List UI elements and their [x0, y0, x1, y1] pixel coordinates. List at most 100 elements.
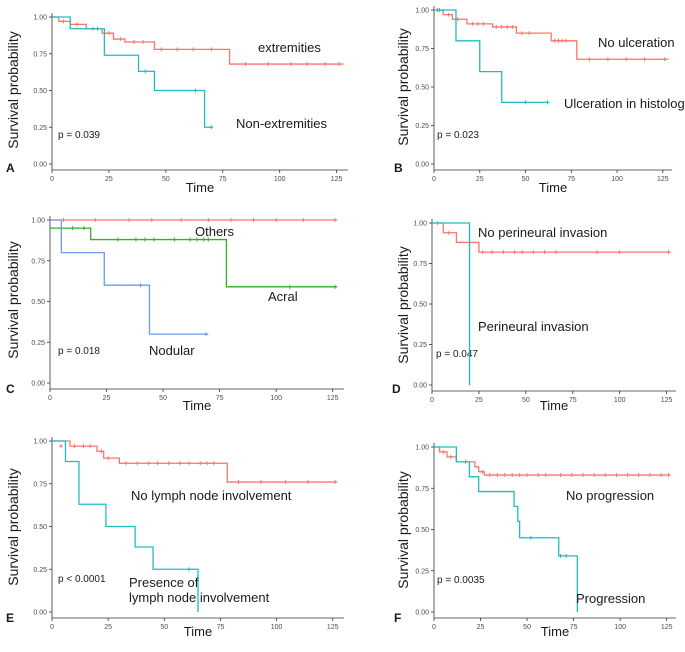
censor-mark — [517, 473, 522, 478]
censor-mark — [306, 480, 311, 485]
censor-mark — [305, 62, 310, 67]
y-tick-label: 1.00 — [31, 218, 45, 225]
censor-mark — [118, 37, 123, 42]
y-tick-label: 1.00 — [415, 445, 429, 452]
censor-mark — [149, 218, 154, 222]
curve-label-no-progression: No progression — [566, 488, 654, 503]
survival-curve-acral — [50, 227, 338, 288]
censor-mark — [603, 473, 608, 478]
y-tick-label: 0.50 — [413, 302, 427, 309]
panel-letter: F — [394, 611, 401, 625]
censor-mark — [333, 480, 338, 485]
censor-mark — [323, 62, 328, 67]
p-value: p = 0.018 — [58, 346, 100, 357]
y-tick-label: 0.75 — [413, 261, 427, 268]
panel-d: 0.00 0.25 0.50 0.75 1.00 0 25 50 75 100 125 Surviva… — [392, 219, 676, 413]
x-tick-label: 125 — [331, 176, 343, 183]
censor-mark — [580, 473, 585, 478]
censor-mark — [178, 461, 183, 466]
x-tick-label: 0 — [50, 624, 54, 631]
censor-mark — [93, 218, 98, 222]
censor-mark — [481, 21, 486, 26]
x-tick-label: 50 — [159, 395, 167, 402]
censor-mark — [587, 57, 592, 62]
censor-mark — [441, 449, 446, 454]
censor-mark — [198, 461, 203, 466]
censor-mark — [61, 19, 66, 24]
censor-mark — [659, 473, 664, 478]
censor-mark — [480, 250, 485, 255]
y-tick-label: 0.75 — [33, 51, 47, 58]
censor-mark — [642, 57, 647, 62]
x-axis-title: Time — [186, 180, 214, 195]
censor-mark — [435, 8, 440, 12]
x-axis-title: Time — [540, 398, 568, 413]
x-tick-label: 100 — [614, 624, 626, 631]
censor-mark — [204, 461, 209, 466]
y-tick-label: 0.00 — [33, 610, 47, 617]
y-tick-label: 0.75 — [415, 46, 429, 53]
censor-mark — [191, 47, 196, 52]
x-tick-label: 0 — [432, 176, 436, 183]
x-tick-label: 25 — [104, 624, 112, 631]
y-axis-title: Survival probability — [5, 241, 21, 359]
curve-label-others: Others — [195, 224, 235, 239]
censor-mark — [61, 218, 66, 222]
curve-label-acral: Acral — [268, 289, 298, 304]
y-tick-label: 0.00 — [413, 383, 427, 390]
curve-label-progression: Progression — [576, 591, 645, 606]
censor-mark — [58, 444, 63, 449]
curve-label-ulceration-in-histology: Ulceration in histology — [564, 96, 685, 111]
censor-mark — [563, 38, 568, 43]
y-tick-label: 1.00 — [33, 15, 47, 22]
censor-mark — [243, 62, 248, 67]
x-tick-label: 125 — [661, 397, 673, 404]
censor-mark — [81, 444, 86, 449]
censor-mark — [152, 237, 157, 242]
panel-letter: D — [392, 382, 401, 396]
y-tick-label: 0.75 — [31, 258, 45, 265]
censor-mark — [523, 100, 528, 105]
censor-mark — [143, 69, 148, 74]
x-tick-label: 125 — [661, 624, 673, 631]
panel-f: 0.00 0.25 0.50 0.75 1.00 0 25 50 75 100 125 Surviva… — [394, 443, 676, 639]
p-value: p = 0.047 — [436, 349, 478, 360]
panel-letter: A — [6, 161, 15, 175]
censor-mark — [131, 39, 136, 44]
censor-mark — [495, 473, 500, 478]
survival-curve-no-lymph-node-involvement — [52, 440, 338, 483]
censor-mark — [542, 250, 547, 255]
y-tick-label: 1.00 — [33, 439, 47, 446]
survival-curve-non-extremities — [52, 16, 212, 128]
x-tick-label: 50 — [522, 397, 530, 404]
x-tick-label: 25 — [477, 624, 485, 631]
censor-mark — [564, 553, 569, 558]
censor-mark — [81, 226, 86, 231]
censor-mark — [204, 332, 209, 337]
censor-mark — [510, 24, 515, 29]
censor-mark — [179, 218, 184, 222]
x-tick-label: 75 — [216, 395, 224, 402]
curve-label-no-ulceration: No ulceration — [598, 35, 675, 50]
x-tick-label: 100 — [611, 176, 623, 183]
censor-mark — [487, 473, 492, 478]
censor-mark — [510, 473, 515, 478]
censor-mark — [475, 21, 480, 26]
censor-mark — [545, 100, 550, 105]
censor-mark — [332, 218, 337, 222]
censor-mark — [525, 473, 530, 478]
censor-mark — [332, 284, 337, 289]
censor-mark — [206, 237, 211, 242]
x-tick-label: 100 — [271, 624, 283, 631]
x-tick-label: 25 — [103, 395, 111, 402]
y-tick-label: 0.75 — [415, 486, 429, 493]
censor-mark — [159, 47, 164, 52]
censor-mark — [448, 454, 453, 459]
x-tick-label: 125 — [657, 176, 669, 183]
censor-mark — [490, 250, 495, 255]
censor-mark — [172, 237, 177, 242]
survival-curve-nodular — [50, 219, 209, 335]
censor-mark — [155, 461, 160, 466]
x-axis-title: Time — [183, 398, 211, 413]
censor-mark — [499, 24, 504, 29]
